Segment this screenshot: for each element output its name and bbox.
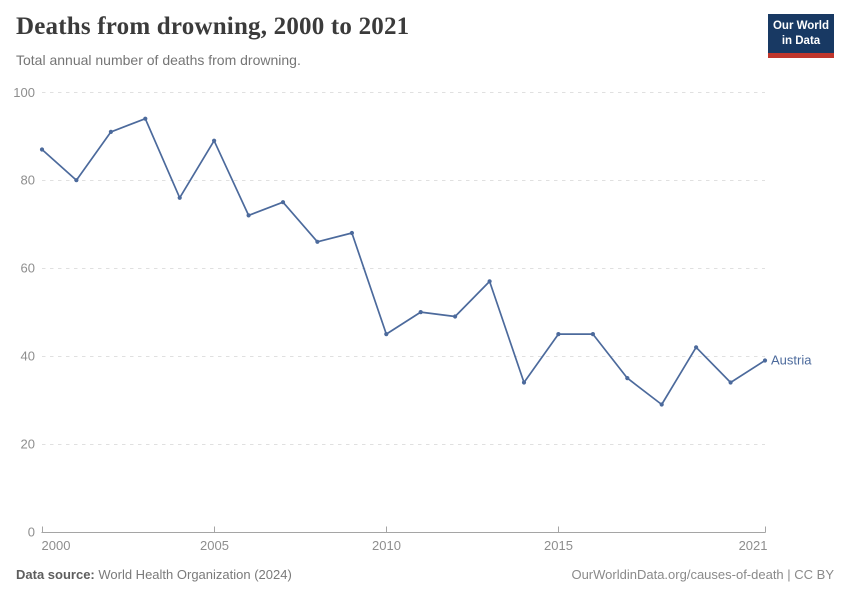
y-tick-label: 100 [13,85,35,100]
series-line [41,117,766,406]
data-point [625,376,630,381]
data-point [315,239,320,244]
data-point [694,345,699,350]
y-tick-label: 20 [21,437,35,452]
data-point [143,116,148,121]
data-point [384,332,389,337]
chart-footer: Data source: World Health Organization (… [16,567,834,582]
x-tick-label: 2000 [42,538,71,553]
data-source-label: Data source: [16,567,95,582]
x-tick-label: 2005 [200,538,229,553]
x-tick-label: 2015 [544,538,573,553]
data-point [487,279,492,284]
data-point [177,195,182,200]
y-tick-label: 0 [28,525,35,540]
owid-logo: Our World in Data [768,14,834,58]
data-point [349,230,354,236]
data-point [590,332,596,337]
x-tick-label: 2021 [739,538,768,553]
data-point [556,332,561,337]
page-title: Deaths from drowning, 2000 to 2021 [16,13,410,40]
owid-logo-line2: in Data [781,34,821,47]
owid-logo-line1: Our World [772,20,829,32]
data-point [74,178,79,183]
data-source-text: World Health Organization (2024) [94,567,292,582]
data-point [39,147,45,152]
y-tick-label: 60 [21,261,35,276]
data-point [521,380,527,385]
page-subtitle: Total annual number of deaths from drown… [16,52,301,68]
data-point [246,213,251,218]
series-end-label: Austria [771,353,812,368]
data-source: Data source: World Health Organization (… [16,567,292,582]
data-point [453,314,458,319]
y-tick-label: 40 [21,349,35,364]
data-point [418,310,423,315]
footer-credit: OurWorldinData.org/causes-of-death | CC … [571,567,834,582]
data-point [728,380,733,385]
x-tick-label: 2010 [372,538,401,553]
data-point [659,402,664,407]
data-point [280,200,286,205]
data-point [212,138,217,143]
data-point [108,129,113,134]
data-point [762,358,768,363]
y-tick-label: 80 [21,173,35,188]
